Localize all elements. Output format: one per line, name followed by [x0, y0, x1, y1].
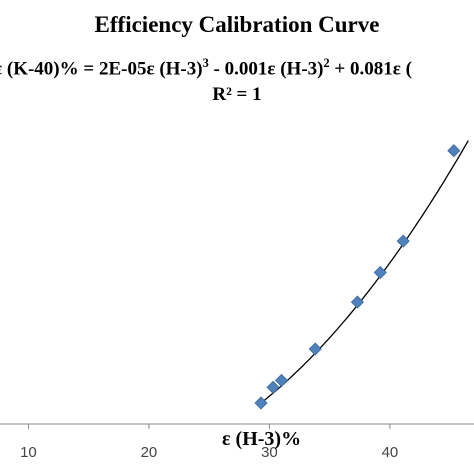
data-points: [254, 144, 461, 410]
data-point: [266, 380, 280, 394]
data-point: [350, 295, 364, 309]
x-tick-label: 20: [141, 444, 158, 461]
data-point: [274, 373, 289, 387]
data-point: [396, 234, 410, 248]
chart-title: Efficiency Calibration Curve: [94, 12, 380, 37]
data-point: [373, 265, 387, 280]
data-point: [254, 396, 268, 410]
data-point: [308, 342, 322, 356]
x-axis-label: ε (H-3)%: [222, 428, 302, 450]
data-point: [447, 144, 461, 158]
r-squared-label: R² = 1: [212, 84, 262, 105]
x-axis-ticks: 10 20 30 40: [20, 424, 398, 461]
x-tick-label: 40: [382, 444, 399, 461]
trendline: [260, 140, 469, 404]
x-tick-label: 30: [261, 444, 278, 461]
x-tick-label: 10: [20, 444, 37, 461]
trendline-equation: ε (K-40)% = 2E-05ε (H-3)3 - 0.001ε (H-3)…: [0, 56, 412, 80]
